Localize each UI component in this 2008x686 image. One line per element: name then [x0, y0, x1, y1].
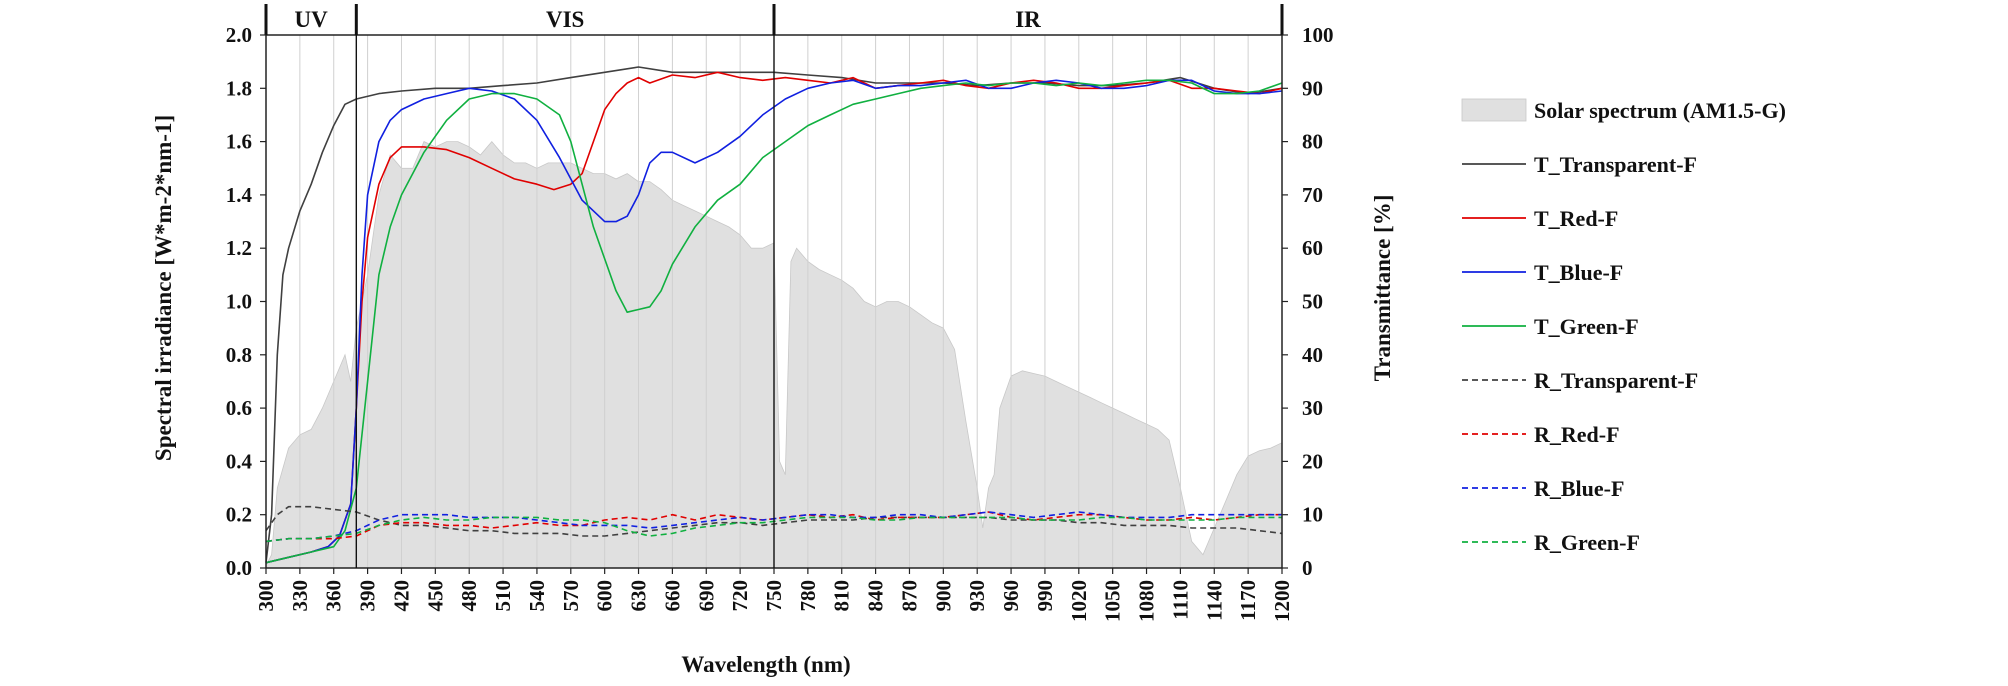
y-right-tick-label: 0: [1302, 556, 1313, 580]
x-tick-label: 840: [864, 580, 888, 612]
x-tick-label: 540: [525, 580, 549, 612]
x-tick-label: 1080: [1135, 580, 1159, 622]
y-left-tick-label: 1.0: [226, 290, 252, 314]
x-tick-label: 630: [627, 580, 651, 612]
x-tick-label: 1020: [1067, 580, 1091, 622]
legend-label: T_Transparent-F: [1534, 152, 1697, 177]
grid-layer: [299, 35, 1249, 568]
x-tick-label: 1170: [1236, 580, 1260, 621]
x-tick-label: 990: [1033, 580, 1057, 612]
legend-label: R_Blue-F: [1534, 476, 1624, 501]
y-right-tick-label: 70: [1302, 183, 1323, 207]
y-right-tick-label: 20: [1302, 449, 1323, 473]
x-tick-label: 570: [559, 580, 583, 612]
x-tick-label: 600: [593, 580, 617, 612]
legend-label: R_Transparent-F: [1534, 368, 1698, 393]
region-label-ir: IR: [1015, 7, 1041, 32]
legend-label: Solar spectrum (AM1.5-G): [1534, 98, 1786, 123]
legend-label: T_Green-F: [1534, 314, 1639, 339]
x-tick-label: 450: [423, 580, 447, 612]
y-right-tick-label: 100: [1302, 23, 1334, 47]
x-axis-title: Wavelength (nm): [681, 652, 850, 677]
y-left-tick-label: 1.4: [226, 183, 253, 207]
region-label-vis: VIS: [546, 7, 584, 32]
x-tick-label: 930: [965, 580, 989, 612]
x-tick-label: 660: [660, 580, 684, 612]
legend-label: R_Green-F: [1534, 530, 1640, 555]
y-right-tick-label: 60: [1302, 236, 1323, 260]
x-tick-label: 900: [931, 580, 955, 612]
y-right-axis-title: Transmittance [%]: [1370, 195, 1395, 382]
series-line-t-red-f: [265, 71, 1283, 564]
y-right-tick-label: 30: [1302, 396, 1323, 420]
x-tick-label: 330: [288, 580, 312, 612]
series-line-r-transparent-f: [265, 505, 1283, 537]
y-left-tick-label: 1.8: [226, 76, 252, 100]
legend-label: T_Red-F: [1534, 206, 1618, 231]
y-left-tick-label: 0.6: [226, 396, 252, 420]
x-tick-label: 1140: [1202, 580, 1226, 621]
y-right-tick-label: 50: [1302, 290, 1323, 314]
x-tick-label: 780: [796, 580, 820, 612]
y-right-tick-label: 10: [1302, 503, 1323, 527]
y-left-tick-label: 0.8: [226, 343, 252, 367]
region-label-uv: UV: [295, 7, 329, 32]
x-tick-label: 870: [897, 580, 921, 612]
x-tick-label: 1050: [1101, 580, 1125, 622]
x-tick-label: 390: [356, 580, 380, 612]
x-tick-label: 510: [491, 580, 515, 612]
y-left-tick-label: 2.0: [226, 23, 252, 47]
y-left-tick-label: 1.6: [226, 130, 252, 154]
legend-label: T_Blue-F: [1534, 260, 1623, 285]
y-left-tick-label: 0.2: [226, 503, 252, 527]
x-tick-label: 720: [728, 580, 752, 612]
x-tick-label: 480: [457, 580, 481, 612]
x-tick-label: 1200: [1270, 580, 1294, 622]
legend-label: R_Red-F: [1534, 422, 1620, 447]
y-left-tick-label: 0.0: [226, 556, 252, 580]
x-tick-label: 300: [254, 580, 278, 612]
y-right-tick-label: 40: [1302, 343, 1323, 367]
legend: Solar spectrum (AM1.5-G) T_Transparent-F T…: [1461, 98, 1786, 555]
series-line-t-green-f: [265, 79, 1283, 564]
x-tick-label: 960: [999, 580, 1023, 612]
x-tick-label: 750: [762, 580, 786, 612]
legend-swatch-area: [1461, 98, 1527, 122]
x-tick-label: 1110: [1168, 580, 1192, 620]
y-left-tick-label: 1.2: [226, 236, 252, 260]
y-right-tick-label: 80: [1302, 130, 1323, 154]
y-left-tick-label: 0.4: [226, 449, 253, 473]
x-tick-label: 420: [389, 580, 413, 612]
x-tick-label: 810: [830, 580, 854, 612]
y-right-tick-label: 90: [1302, 76, 1323, 100]
x-tick-label: 690: [694, 580, 718, 612]
y-left-axis-title: Spectral irradiance [W*m-2*nm-1]: [151, 115, 176, 461]
x-tick-label: 360: [322, 580, 346, 612]
